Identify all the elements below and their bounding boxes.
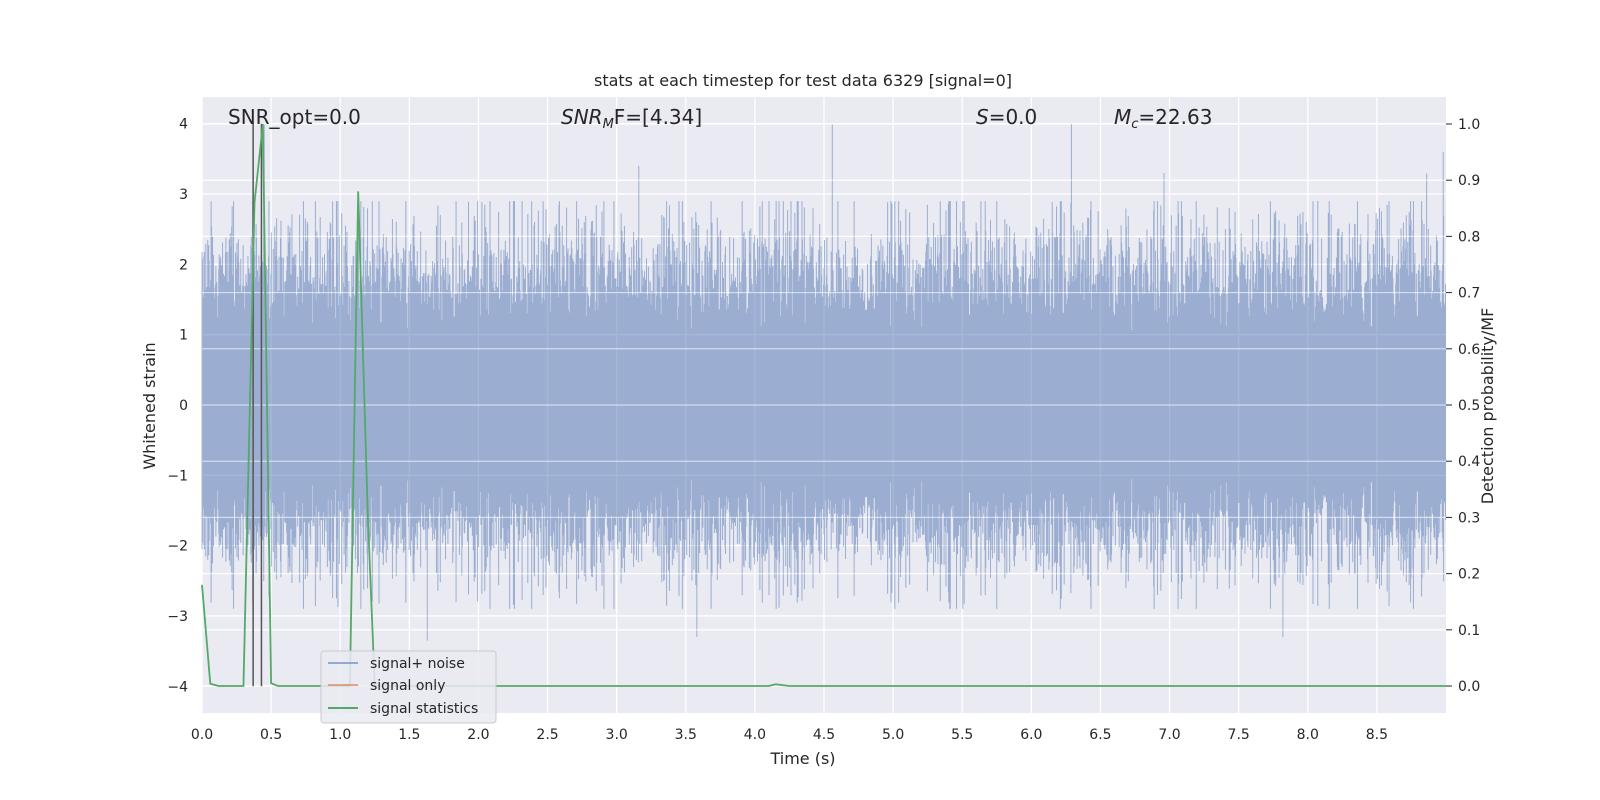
x-tick-label: 4.0 <box>744 727 766 743</box>
x-tick-label: 6.5 <box>1089 727 1111 743</box>
y-left-tick-label: −3 <box>167 609 188 625</box>
signal-noise-path <box>201 123 1447 641</box>
chart-title: stats at each timestep for test data 632… <box>594 71 1012 90</box>
y-right-tick-label: 0.6 <box>1458 342 1480 358</box>
y-right-tick-label: 0.0 <box>1458 679 1480 695</box>
x-tick-label: 4.5 <box>813 727 835 743</box>
x-tick-label: 8.5 <box>1366 727 1388 743</box>
x-tick-label: 8.0 <box>1297 727 1319 743</box>
y-right-tick-label: 0.3 <box>1458 510 1480 526</box>
x-tick-label: 5.5 <box>951 727 973 743</box>
x-tick-label: 7.0 <box>1158 727 1180 743</box>
legend-label-signal-only: signal only <box>370 678 445 694</box>
legend-label-signal-noise: signal+ noise <box>370 656 465 672</box>
x-tick-label: 6.0 <box>1020 727 1042 743</box>
y-right-tick-label: 0.8 <box>1458 229 1480 245</box>
y-right-tick-label: 0.2 <box>1458 567 1480 583</box>
y-left-tick-label: −2 <box>167 539 188 555</box>
legend-label-signal-statistics: signal statistics <box>370 701 478 717</box>
y-left-tick-label: −4 <box>167 679 188 695</box>
right-y-axis-label: Detection probability/MF <box>1478 308 1497 505</box>
y-right-tick-label: 0.9 <box>1458 173 1480 189</box>
x-tick-label: 0.0 <box>191 727 213 743</box>
x-tick-label: 3.0 <box>606 727 628 743</box>
x-tick-label: 7.5 <box>1228 727 1250 743</box>
annotation-s: S=0.0 <box>976 105 1037 129</box>
y-right-tick-label: 0.7 <box>1458 286 1480 302</box>
x-tick-label: 0.5 <box>260 727 282 743</box>
y-left-tick-label: −1 <box>167 468 188 484</box>
y-right-tick-label: 0.5 <box>1458 398 1480 414</box>
y-right-tick-label: 0.1 <box>1458 623 1480 639</box>
right-y-axis: 0.0 0.1 0.2 0.3 0.4 0.5 0.6 0.7 0.8 0.9 1.0 <box>1446 117 1480 695</box>
y-left-tick-label: 4 <box>179 117 188 133</box>
y-right-tick-label: 0.4 <box>1458 454 1480 470</box>
left-y-axis: −4 −3 −2 −1 0 1 2 3 4 <box>167 117 188 696</box>
y-left-tick-label: 2 <box>179 257 188 273</box>
x-tick-label: 5.0 <box>882 727 904 743</box>
annotation-mc: Mc=22.63 <box>1114 105 1212 132</box>
y-left-tick-label: 0 <box>179 398 188 414</box>
x-tick-label: 2.5 <box>536 727 558 743</box>
legend-box <box>320 650 497 724</box>
x-tick-label: 3.5 <box>675 727 697 743</box>
annotation-snr-mf: SNRMF=[4.34] <box>561 105 702 132</box>
annotation-snr-opt: SNR_opt=0.0 <box>228 105 361 129</box>
x-axis-label: Time (s) <box>769 749 835 768</box>
x-tick-label: 1.5 <box>398 727 420 743</box>
x-tick-label: 2.0 <box>467 727 489 743</box>
y-left-tick-label: 3 <box>179 187 188 203</box>
x-axis: 0.0 0.5 1.0 1.5 2.0 2.5 3.0 3.5 4.0 4.5 5.0 5.5 6.0 6… <box>191 727 1388 743</box>
y-left-tick-label: 1 <box>179 328 188 344</box>
left-y-axis-label: Whitened strain <box>140 342 159 469</box>
legend: signal+ noise signal only signal statist… <box>320 650 497 724</box>
x-tick-label: 1.0 <box>329 727 351 743</box>
vertical-markers <box>252 123 263 687</box>
y-right-tick-label: 1.0 <box>1458 117 1480 133</box>
